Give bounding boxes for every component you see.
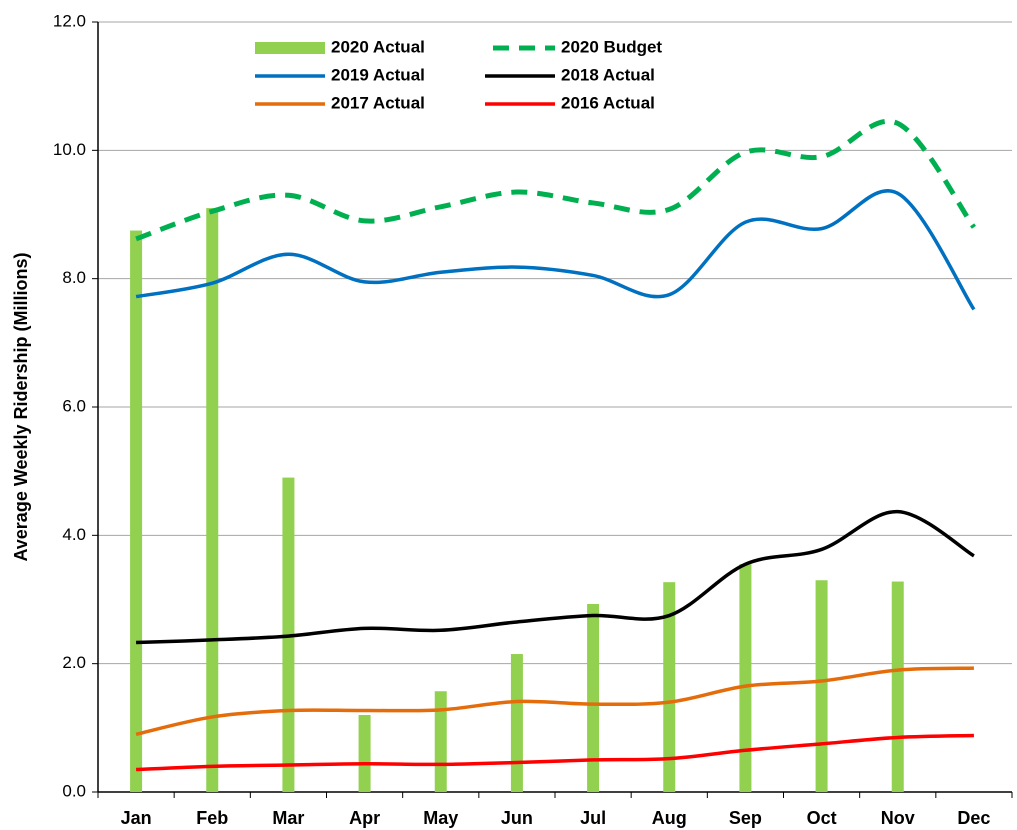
y-tick-label: 10.0 <box>53 140 86 159</box>
bar <box>815 580 828 792</box>
legend-swatch <box>255 42 325 54</box>
line <box>135 118 976 242</box>
y-tick-label: 12.0 <box>53 11 86 30</box>
line <box>135 189 976 311</box>
x-tick-label: Mar <box>272 808 304 828</box>
legend-label: 2019 Actual <box>331 65 425 84</box>
bar <box>206 208 219 793</box>
legend-label: 2017 Actual <box>331 93 425 112</box>
x-tick-label: Jul <box>580 808 606 828</box>
x-tick-label: Sep <box>729 808 762 828</box>
x-tick-label: Apr <box>349 808 380 828</box>
x-tick-label: Jan <box>121 808 152 828</box>
legend-label: 2020 Actual <box>331 37 425 56</box>
legend-label: 2018 Actual <box>561 65 655 84</box>
y-tick-label: 6.0 <box>62 396 86 415</box>
x-tick-label: May <box>423 808 458 828</box>
y-tick-label: 0.0 <box>62 781 86 800</box>
x-tick-label: Dec <box>957 808 990 828</box>
bar <box>891 581 904 792</box>
bar <box>663 582 676 792</box>
bar <box>358 715 371 792</box>
bar <box>434 691 447 792</box>
line <box>136 509 975 645</box>
bar <box>510 654 523 792</box>
y-tick-label: 4.0 <box>62 525 86 544</box>
line <box>136 733 974 772</box>
bar <box>130 230 143 792</box>
x-tick-label: Nov <box>881 808 915 828</box>
x-tick-label: Aug <box>652 808 687 828</box>
y-tick-label: 2.0 <box>62 653 86 672</box>
x-tick-label: Feb <box>196 808 228 828</box>
y-tick-label: 8.0 <box>62 268 86 287</box>
x-tick-label: Jun <box>501 808 533 828</box>
y-axis-label: Average Weekly Ridership (Millions) <box>11 252 31 561</box>
legend-label: 2016 Actual <box>561 93 655 112</box>
x-tick-label: Oct <box>807 808 837 828</box>
bar <box>739 564 752 792</box>
line <box>135 666 974 736</box>
legend-label: 2020 Budget <box>561 37 662 56</box>
bar <box>587 603 600 792</box>
